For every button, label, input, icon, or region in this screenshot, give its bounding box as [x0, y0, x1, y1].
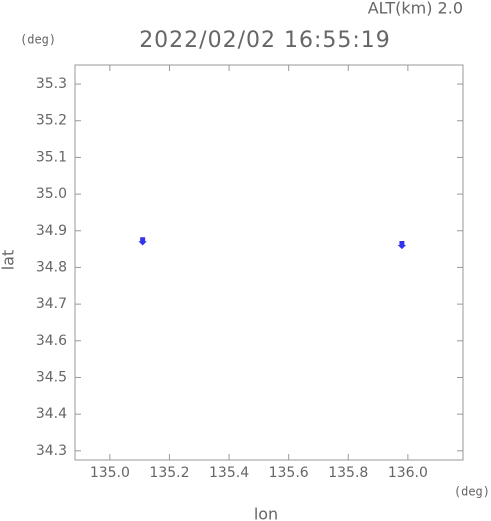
x-tick-label: 135.6 — [269, 465, 309, 481]
y-tick-label: 34.7 — [36, 296, 67, 312]
y-tick-label: 34.3 — [36, 443, 67, 459]
y-tick-label: 35.3 — [36, 76, 67, 92]
y-tick-label: 35.1 — [36, 149, 67, 165]
y-tick-label: 35.0 — [36, 186, 67, 202]
y-tick-label: 35.2 — [36, 113, 67, 129]
x-tick-label: 135.2 — [149, 465, 189, 481]
y-axis-label: lat — [0, 250, 18, 271]
wind-marker — [397, 240, 407, 250]
x-axis-label: lon — [254, 505, 278, 521]
y-tick-label: 34.9 — [36, 223, 67, 239]
plot-frame — [74, 64, 464, 461]
x-unit: (deg) — [454, 485, 490, 499]
wind-marker — [138, 237, 147, 246]
chart-title: 2022/02/02 16:55:19 — [139, 28, 391, 53]
y-tick-label: 34.6 — [36, 333, 67, 349]
y-unit: (deg) — [20, 33, 56, 47]
x-tick-label: 135.8 — [328, 465, 368, 481]
x-tick-label: 135.0 — [90, 465, 130, 481]
y-tick-label: 34.4 — [36, 406, 67, 422]
y-tick-label: 34.5 — [36, 369, 67, 385]
y-tick-label: 34.8 — [36, 259, 67, 275]
x-tick-label: 136.0 — [388, 465, 428, 481]
altitude-label: ALT(km) 2.0 — [368, 0, 463, 18]
x-tick-label: 135.4 — [209, 465, 249, 481]
